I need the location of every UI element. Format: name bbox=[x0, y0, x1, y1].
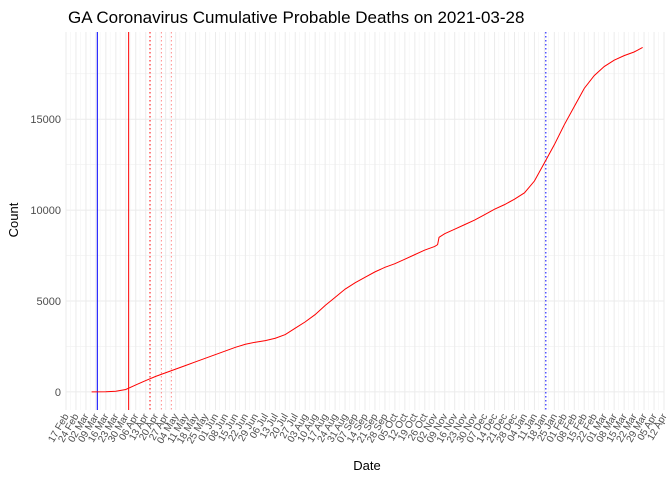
series-line bbox=[91, 47, 643, 393]
reference-lines bbox=[96, 32, 547, 410]
y-tick-label: 15000 bbox=[30, 114, 61, 126]
grid bbox=[65, 32, 665, 410]
y-tick-label: 0 bbox=[55, 387, 61, 399]
chart-title: GA Coronavirus Cumulative Probable Death… bbox=[68, 8, 524, 27]
y-tick-label: 10000 bbox=[30, 205, 61, 217]
series-layer bbox=[91, 47, 643, 393]
y-axis-title: Count bbox=[6, 202, 21, 237]
y-axis: 0 5000 10000 15000 bbox=[30, 114, 61, 399]
x-axis-title: Date bbox=[353, 458, 380, 473]
y-tick-label: 5000 bbox=[37, 296, 61, 308]
